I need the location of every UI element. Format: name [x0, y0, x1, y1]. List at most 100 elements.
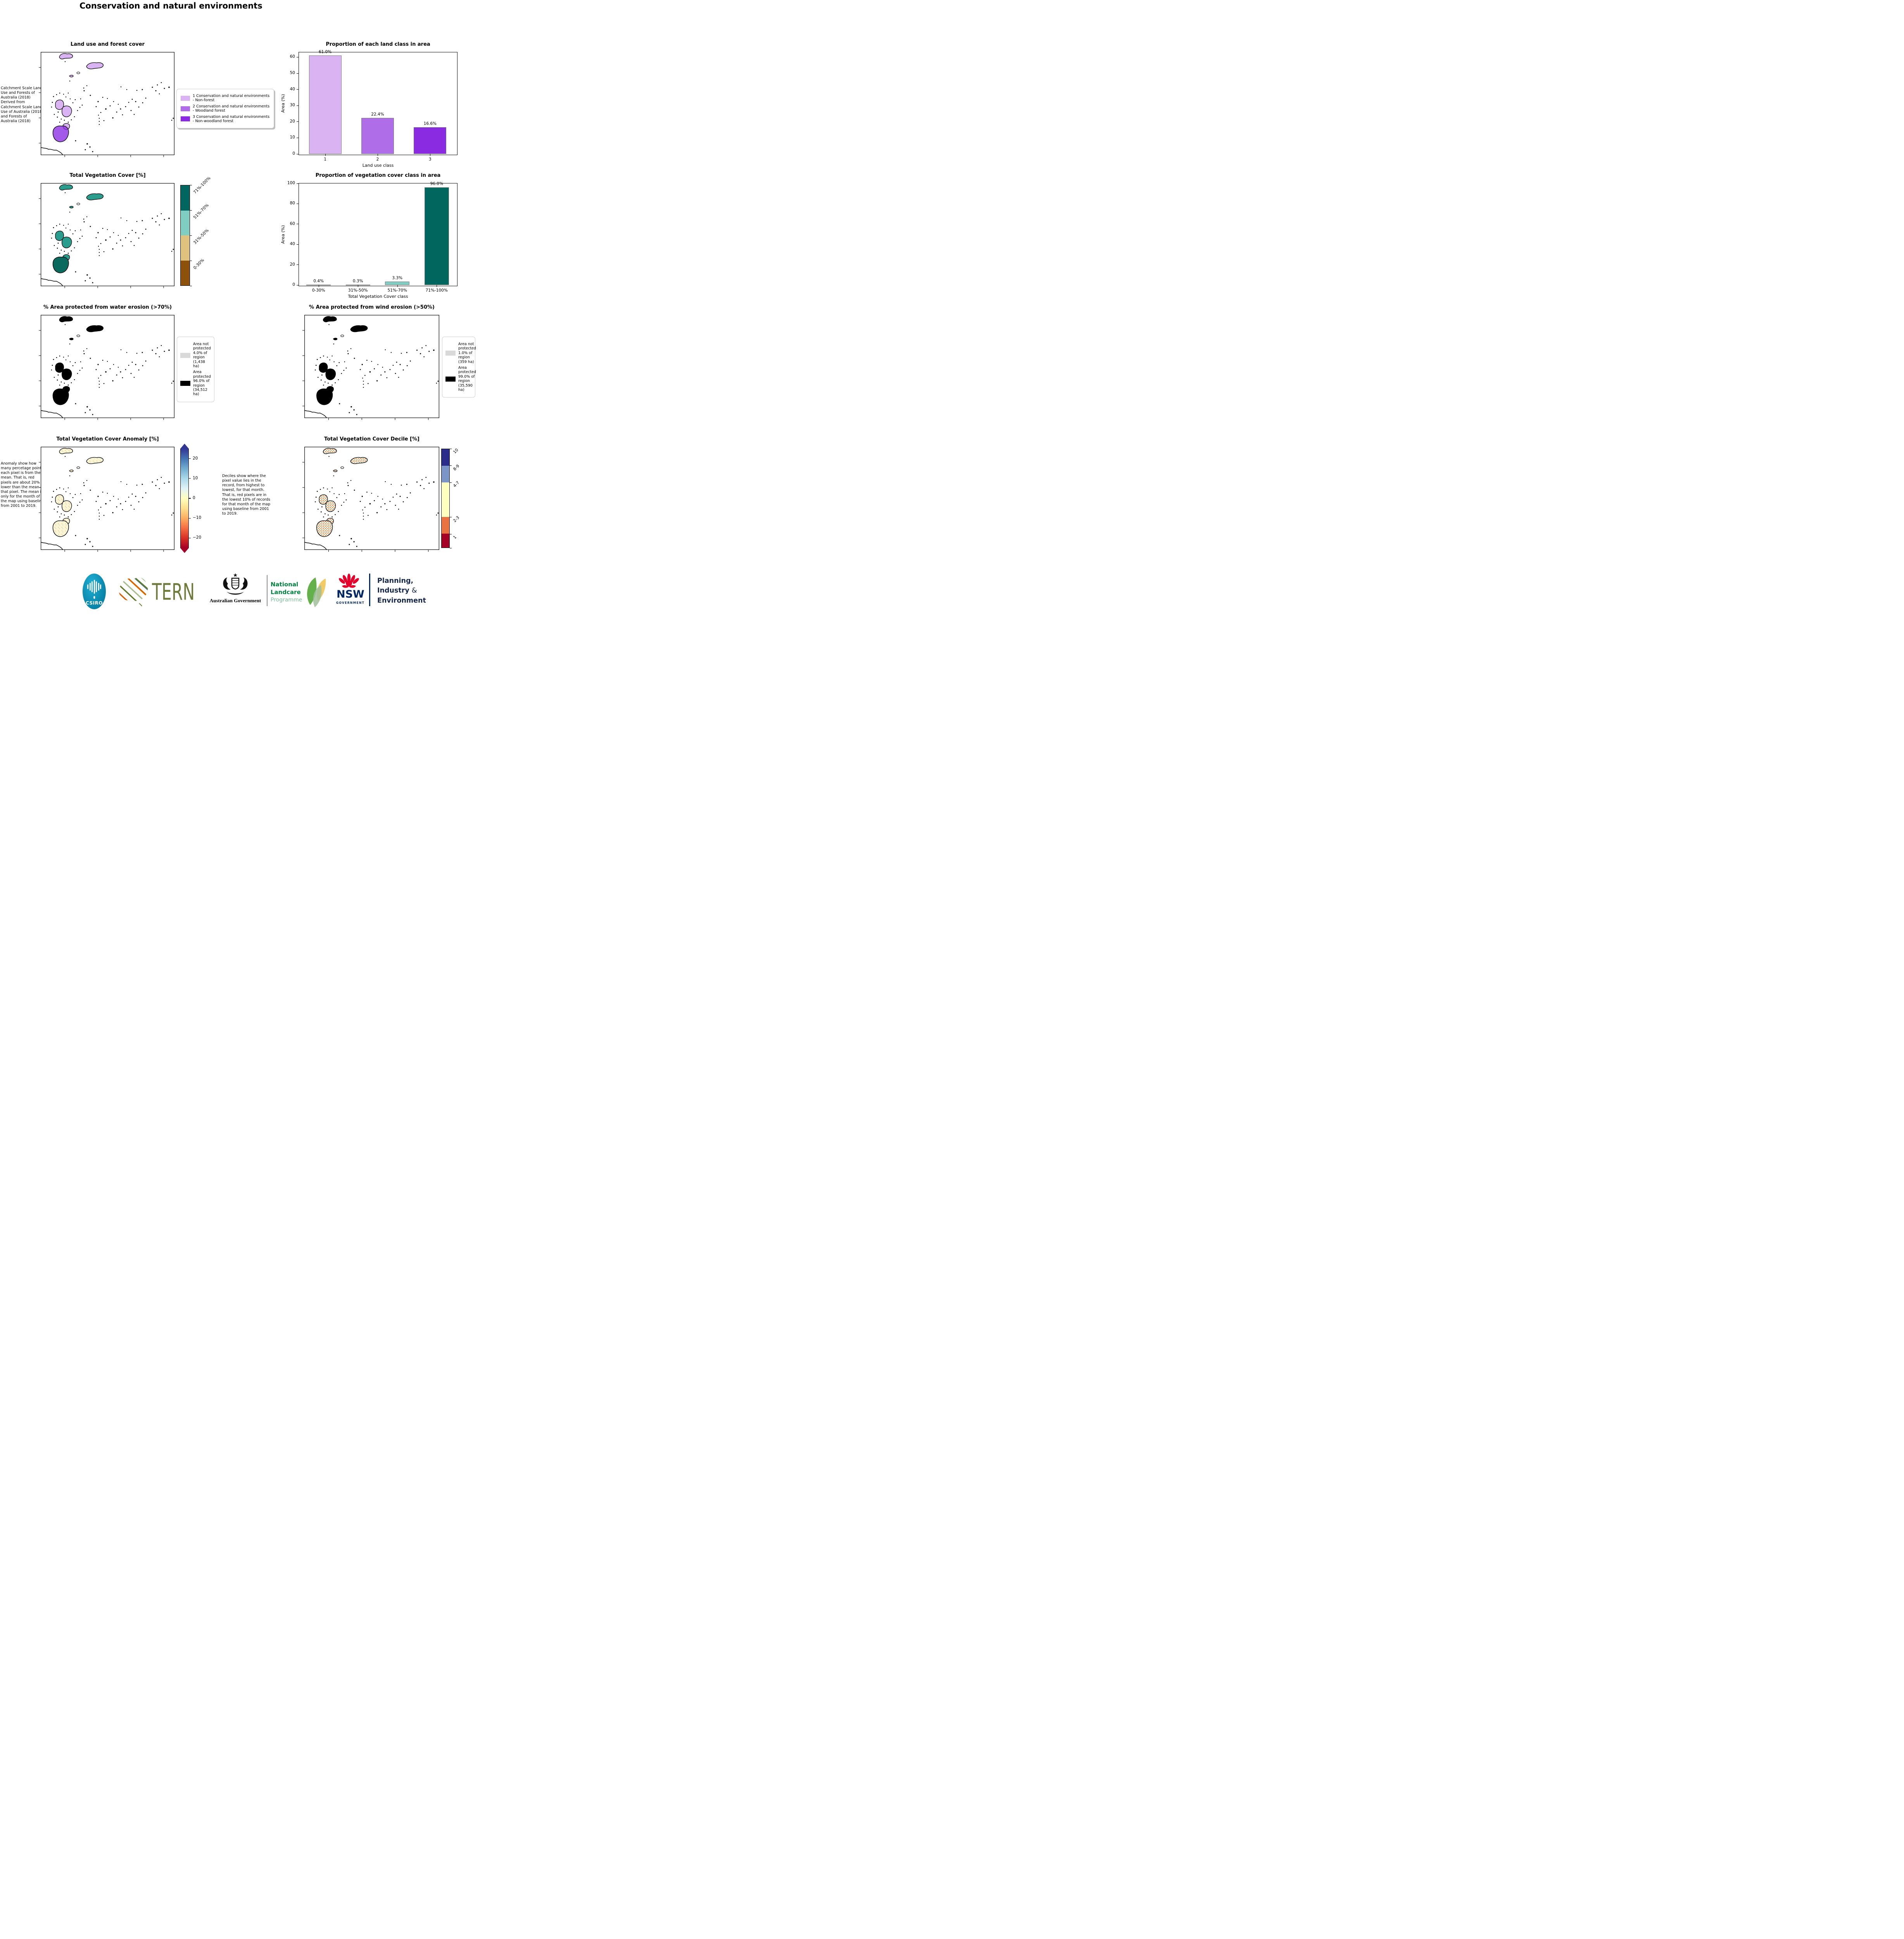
wind-erosion-legend: Area not protected 1.0% of region (359 h… [442, 337, 476, 398]
land-use-map [39, 52, 174, 157]
colorbar-arrow-down-icon [180, 548, 189, 553]
map-svg [302, 447, 439, 552]
footer-divider [267, 575, 268, 606]
legend-label: Area not protected 1.0% of region (359 h… [458, 342, 476, 364]
y-axis-tick-label: 80 [290, 201, 295, 206]
water-erosion-legend: Area not protected 4.0% of region (1,438… [177, 337, 214, 402]
wind-erosion-map-title: % Area protected from wind erosion (>50%… [309, 304, 435, 310]
csiro-label: CSIRO [85, 600, 103, 606]
australian-government-label: Australian Government [209, 598, 261, 603]
colorbar-tick-label: 0 [193, 496, 195, 500]
map-svg [302, 315, 439, 420]
colorbar-tick-label: 10 [193, 475, 198, 480]
csiro-oval: CSIRO [83, 574, 106, 609]
y-axis-tick-label: 60 [290, 54, 295, 59]
colorbar-label: 10 [452, 448, 459, 455]
x-axis-tick-label: 1 [324, 157, 326, 162]
legend-item: Area protected 99.0% of region (35,590 h… [445, 366, 476, 392]
x-axis-tick-label: 0-30% [312, 288, 325, 293]
x-axis-tick [397, 285, 398, 287]
x-axis-tick [325, 154, 326, 156]
legend-swatch-notprotected [445, 350, 456, 356]
legend-label: Area not protected 4.0% of region (1,438… [193, 342, 211, 368]
y-axis-tick [297, 89, 299, 90]
bar-value-label: 61.0% [318, 50, 332, 55]
colorbar-tick [450, 482, 452, 483]
landcare-line: National [271, 581, 299, 588]
legend-item: Area not protected 1.0% of region (359 h… [445, 342, 476, 364]
anomaly-map [39, 447, 174, 552]
colorbar-segment [181, 260, 190, 285]
veg-class-bar-chart: 0 20 40 60 80 100 0.4% 0-30% 0.3% 31%-50% 3.3% 51%-… [287, 181, 457, 293]
legend-label: 1 Conservation and natural environments … [193, 94, 270, 103]
tern-label: TERN [152, 579, 195, 605]
legend-swatch-nonwoodland [181, 116, 190, 122]
land-use-map-title: Land use and forest cover [71, 41, 145, 47]
y-axis-tick-label: 0 [292, 282, 295, 287]
veg-colorbar-bar [180, 185, 190, 286]
colorbar-segment [442, 449, 449, 466]
x-axis-tick-label: 71%-100% [425, 288, 448, 293]
veg-cover-map-title: Total Vegetation Cover [%] [69, 173, 146, 178]
y-axis-tick-label: 100 [287, 181, 295, 185]
y-axis-tick-label: 10 [290, 135, 295, 140]
legend-item: Area protected 96.0% of region (34,512 h… [180, 370, 211, 396]
y-axis-tick-label: 40 [290, 86, 295, 92]
nsw-divider [369, 574, 370, 606]
wind-erosion-map [302, 315, 439, 420]
legend-swatch-protected [445, 376, 456, 382]
colorbar-label: 51%-70% [192, 203, 210, 220]
colorbar-arrow-up-icon [180, 444, 189, 449]
colorbar-tick [189, 458, 191, 459]
colorbar-segment [442, 482, 449, 517]
csiro-logo: CSIRO [83, 574, 106, 609]
bar [361, 118, 394, 154]
landcare-leaves-icon [307, 577, 326, 607]
colorbar-label: 2-3 [452, 515, 461, 523]
bar-value-label: 22.4% [371, 112, 384, 117]
report-page: Conservation and natural environments La… [0, 0, 476, 619]
map-svg [39, 52, 174, 157]
y-axis-tick-label: 30 [290, 103, 295, 108]
colorbar-tick-label: 20 [193, 456, 198, 461]
decile-colorbar: 10 8-9 4-7 2-3 1 [441, 448, 460, 548]
decile-map [302, 447, 439, 552]
y-axis-tick [297, 105, 299, 106]
decile-map-title: Total Vegetation Cover Decile [%] [324, 436, 419, 442]
australian-government-crest-icon [223, 573, 248, 595]
water-erosion-map-title: % Area protected from water erosion (>70… [43, 304, 172, 310]
water-erosion-map [39, 315, 174, 420]
y-axis-tick [297, 73, 299, 74]
legend-label: Area protected 99.0% of region (35,590 h… [458, 365, 476, 392]
pie-line: Environment [377, 596, 426, 605]
legend-item: 1 Conservation and natural environments … [181, 94, 270, 103]
legend-swatch-woodland [181, 106, 190, 111]
tern-australia-icon [119, 577, 148, 607]
colorbar-label: 0-30% [192, 257, 205, 271]
nsw-government-label: GOVERNMENT [336, 601, 365, 605]
legend-label: 2 Conservation and natural environments … [193, 104, 270, 113]
veg-cover-map [39, 183, 174, 288]
planning-industry-environment-logo: Planning, Industry & Environment [377, 576, 426, 606]
colorbar-tick [190, 235, 192, 236]
y-axis-tick-label: 50 [290, 71, 295, 76]
colorbar-segment [181, 210, 190, 235]
y-axis-tick [297, 264, 299, 265]
land-use-side-note: Catchment Scale Land Use and Forests of … [1, 86, 43, 124]
map-svg [39, 315, 174, 420]
colorbar-label: 8-9 [452, 463, 461, 472]
landcare-line: Programme [271, 596, 302, 603]
y-axis-tick [297, 183, 299, 184]
colorbar-segment [442, 517, 449, 534]
colorbar-tick-label: −10 [193, 515, 202, 520]
y-axis-tick [297, 244, 299, 245]
bar [424, 187, 449, 285]
colorbar-segment [181, 185, 190, 211]
colorbar-label: 4-7 [452, 480, 461, 489]
colorbar-tick [189, 478, 191, 479]
legend-item: 3 Conservation and natural environments … [181, 115, 270, 124]
bar [414, 127, 447, 154]
decile-colorbar-bar [441, 449, 450, 548]
bar-value-label: 16.6% [423, 121, 437, 126]
anomaly-note: Anomaly show how many percetage points e… [1, 461, 44, 508]
